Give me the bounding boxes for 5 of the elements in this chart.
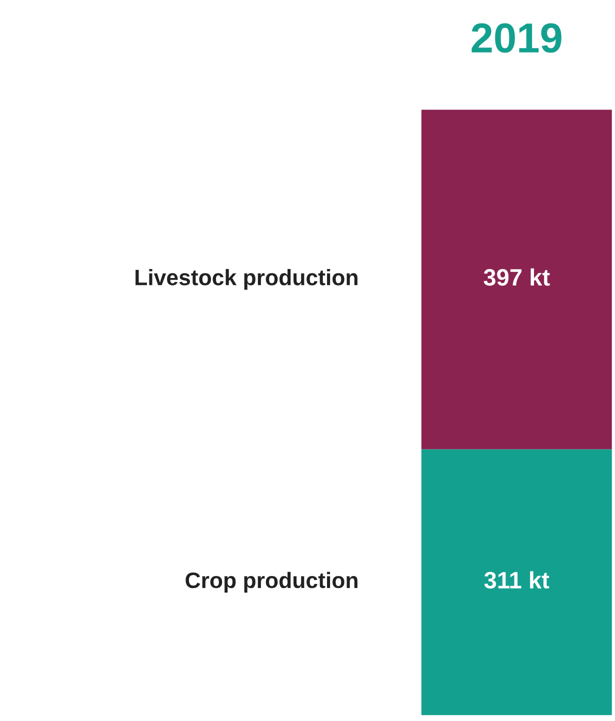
data-label: 311 kt — [484, 571, 550, 589]
x-tick-label: 2019 — [472, 23, 562, 53]
text: Crop production — [186, 572, 358, 593]
data-label: 397 kt — [484, 268, 550, 286]
text: Livestock production — [136, 269, 358, 290]
